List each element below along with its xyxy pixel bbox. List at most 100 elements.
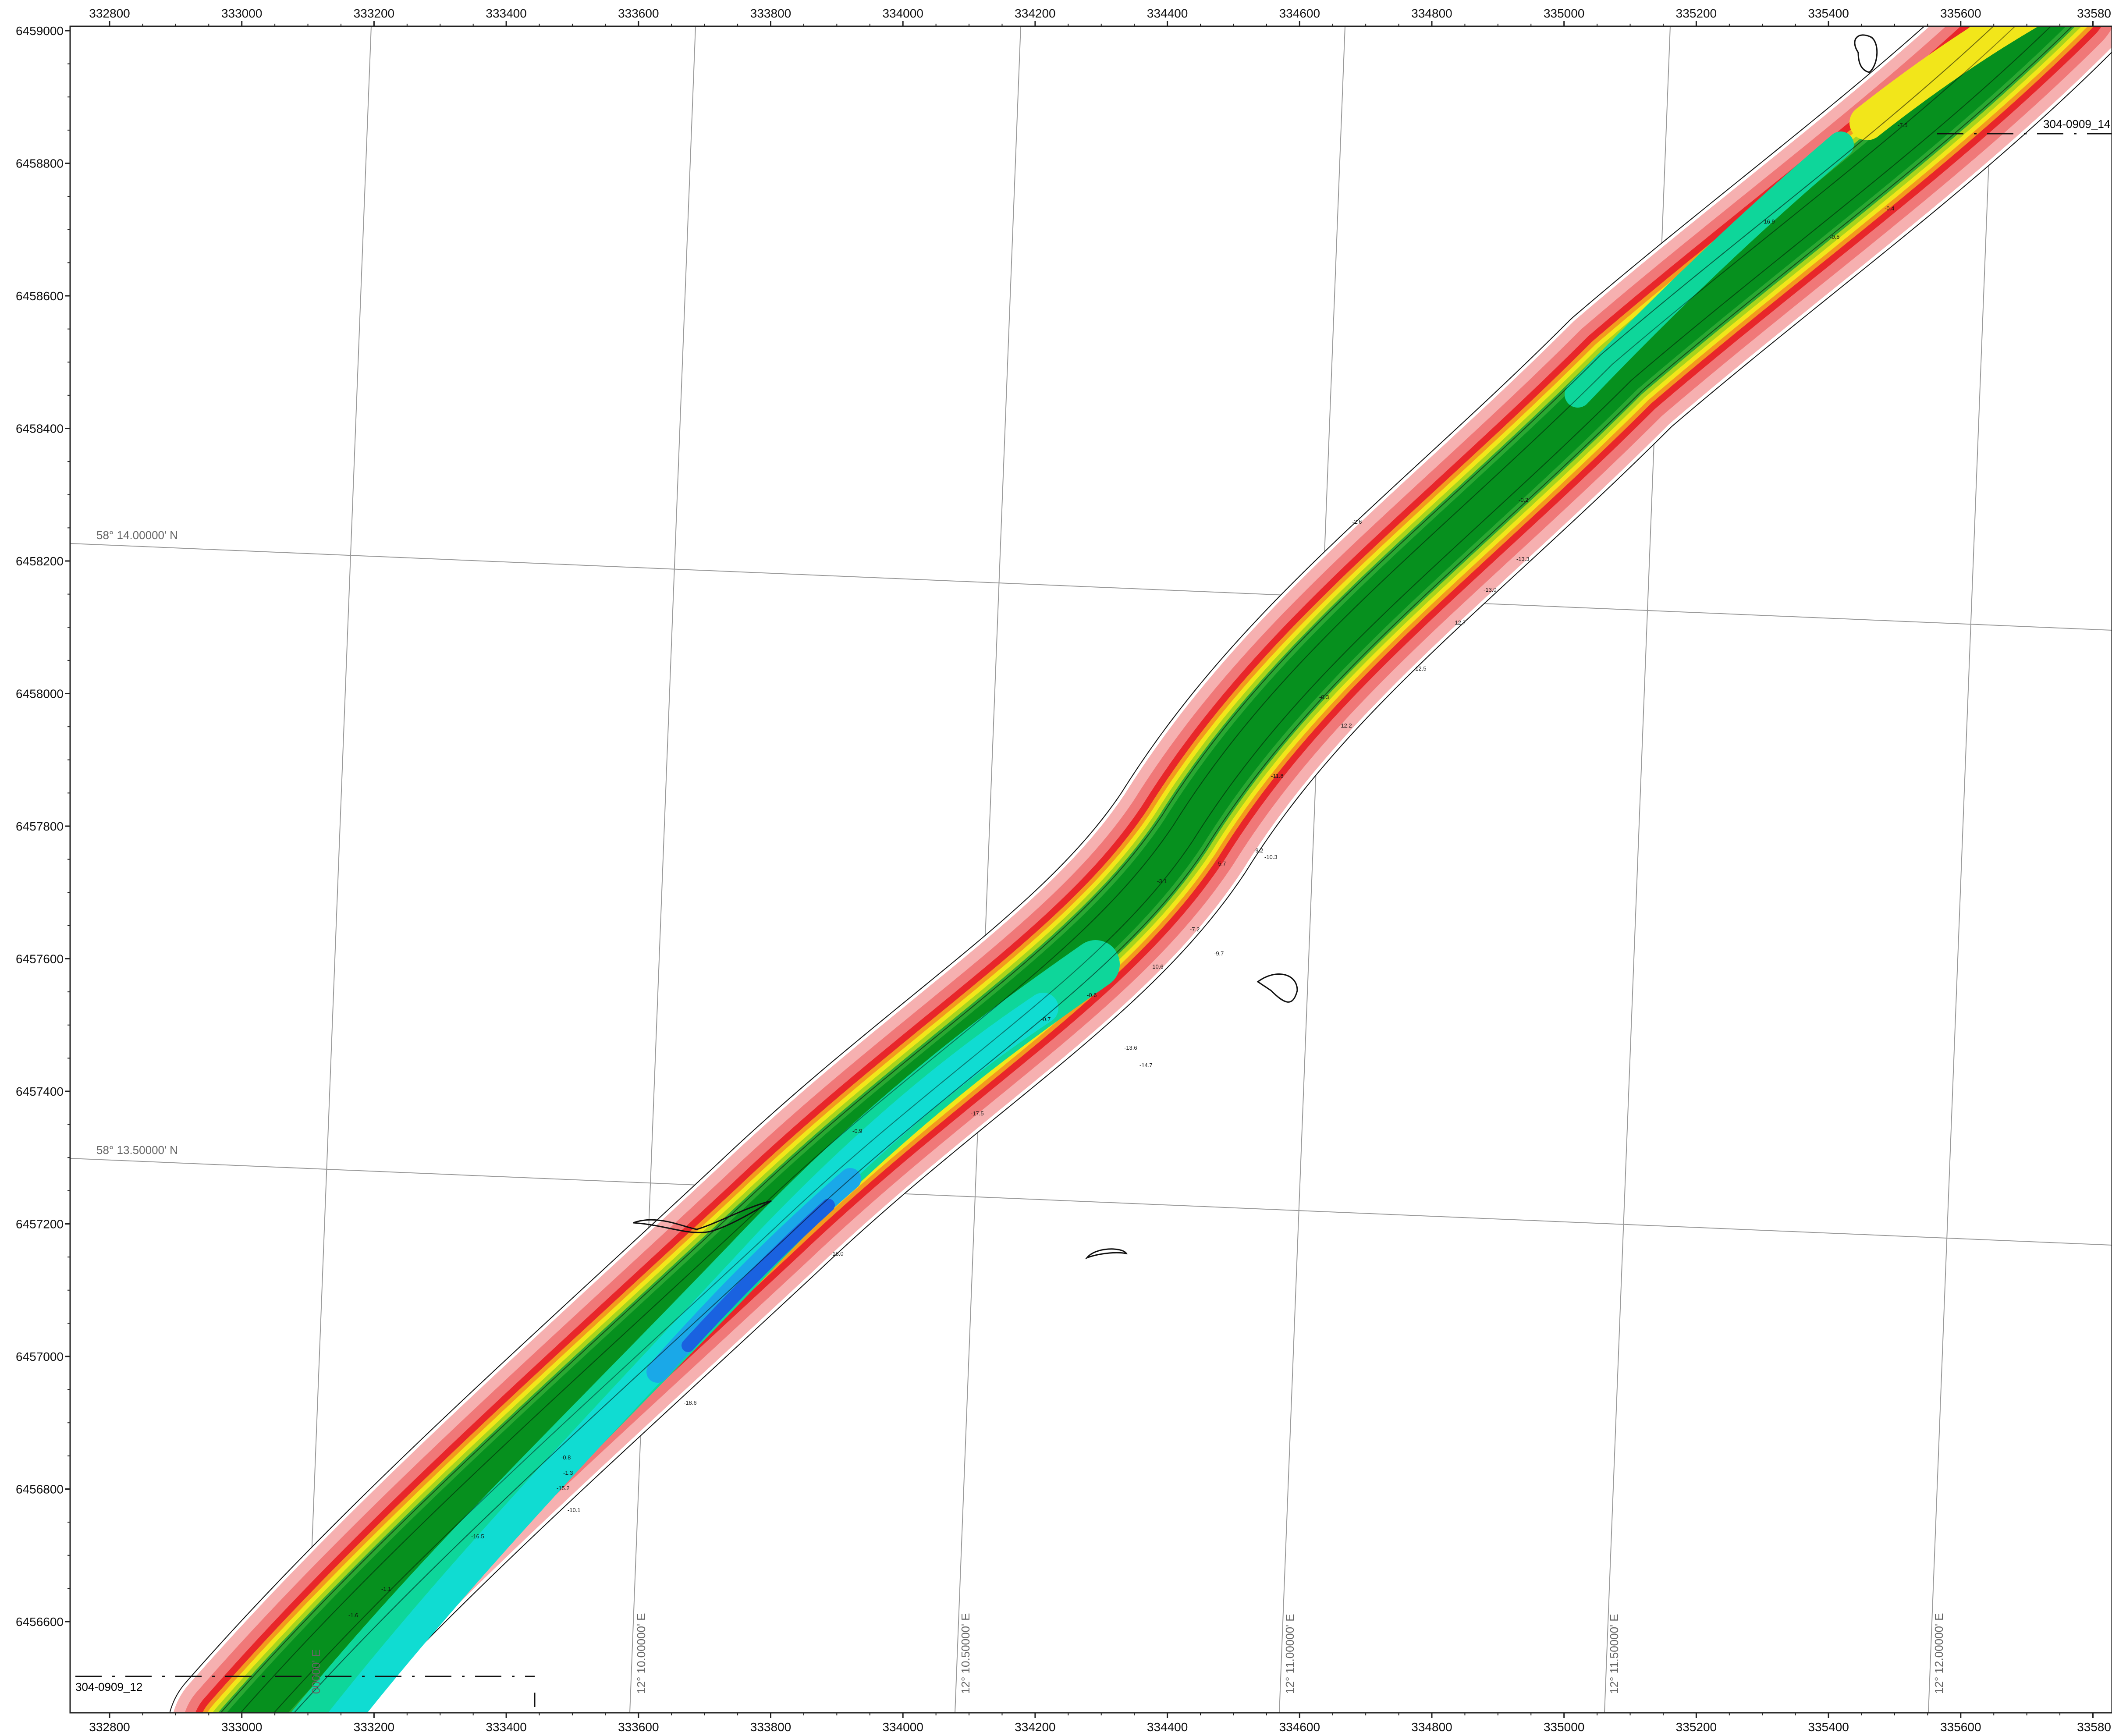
x-tick-label: 334200	[1015, 1720, 1055, 1734]
depth-label: -15.2	[557, 1485, 570, 1491]
depth-label: -0.4	[1885, 205, 1894, 212]
x-tick-label: 335400	[1808, 1720, 1849, 1734]
shoreline-outlines	[633, 34, 1878, 1260]
y-tick-label: 6458400	[16, 422, 64, 436]
x-tick-label: 335600	[1940, 7, 1981, 20]
x-tick-label: 334800	[1411, 7, 1452, 20]
x-tick-label: 335400	[1808, 7, 1849, 20]
contour-line	[293, 26, 2073, 1713]
depth-label: -0.5	[1830, 234, 1839, 240]
lon-label-11-0: 12° 11.00000' E	[1283, 1614, 1296, 1694]
x-tick-label: 33580	[2077, 1720, 2111, 1734]
depth-band-yellow-north	[1849, 26, 2038, 140]
depth-label: -13.3	[1516, 556, 1530, 562]
depth-label: -0.7	[1041, 1016, 1051, 1022]
x-tick-label: 333000	[221, 1720, 262, 1734]
contour-line	[240, 26, 2016, 1713]
y-tick-label: 6458800	[16, 157, 64, 170]
depth-label: -9.7	[1214, 950, 1224, 957]
x-tick-label: 334800	[1411, 1720, 1452, 1734]
y-tick-label: 6458200	[16, 554, 64, 568]
depth-label: -0.6	[1087, 992, 1097, 998]
depth-label: -0.8	[561, 1454, 571, 1461]
x-tick-label: 333000	[221, 7, 262, 20]
x-axis-top: 332800 333000 333200 333400 333600 333800 3340…	[89, 7, 2111, 26]
x-tick-label: 335600	[1940, 1720, 1981, 1734]
depth-label: -18.6	[684, 1399, 697, 1406]
x-tick-label: 334600	[1279, 7, 1320, 20]
depth-label: -7.2	[1190, 926, 1200, 933]
x-tick-label: 332800	[89, 1720, 130, 1734]
lat-label-13-5: 58° 13.50000' N	[96, 1143, 178, 1157]
depth-label: -11.8	[1271, 773, 1284, 779]
depth-label: -13.6	[1124, 1044, 1137, 1051]
depth-bands	[169, 26, 2112, 1713]
depth-label: -13.0	[1484, 586, 1497, 593]
depth-label: -0.3	[1319, 694, 1329, 700]
x-tick-label: 333600	[618, 1720, 659, 1734]
depth-label: -12.2	[1339, 722, 1352, 729]
map-frame	[69, 25, 2112, 1714]
depth-label: -16.5	[471, 1533, 484, 1540]
x-tick-label: 332800	[89, 7, 130, 20]
x-tick-label: 334400	[1147, 1720, 1188, 1734]
x-tick-label: 333800	[750, 7, 791, 20]
y-tick-label: 6457000	[16, 1350, 64, 1363]
island-outline	[1085, 1248, 1128, 1260]
depth-label: -16.9	[1762, 218, 1775, 225]
depth-label: -1.3	[563, 1470, 573, 1476]
depth-label: -18.0	[831, 1250, 844, 1257]
depth-label: -3.1	[1157, 878, 1167, 884]
depth-label: -5.7	[1216, 860, 1226, 867]
depth-label: -2.6	[1352, 518, 1362, 525]
lon-label-12-0: 12° 12.00000' E	[1932, 1613, 1945, 1694]
x-tick-label: 334600	[1279, 1720, 1320, 1734]
channel-label-right: 304-0909_14	[2043, 117, 2110, 131]
y-tick-label: 6457200	[16, 1218, 64, 1231]
x-tick-label: 333200	[354, 7, 394, 20]
depth-label: -7.5	[1898, 122, 1907, 128]
x-tick-label: 333400	[486, 1720, 526, 1734]
x-tick-label: 333200	[354, 1720, 394, 1734]
lon-label-11-5: 12° 11.50000' E	[1608, 1614, 1621, 1694]
y-tick-label: 6456800	[16, 1483, 64, 1496]
lon-label-clipped: 00000' E	[309, 1649, 323, 1694]
depth-label: -0.2	[1519, 497, 1528, 503]
x-tick-label: 334400	[1147, 7, 1188, 20]
x-tick-label: 334000	[882, 7, 923, 20]
channel-label-left: 304-0909_12	[75, 1680, 142, 1693]
y-tick-label: 6458600	[16, 289, 64, 303]
shoreline-west-inlet	[633, 1200, 772, 1233]
x-tick-label: 333400	[486, 7, 526, 20]
shoreline-east-cove	[1257, 973, 1298, 1003]
x-axis-bottom: 332800 333000 333200 333400 333600 333800 3340…	[89, 1713, 2111, 1734]
x-tick-label: 335200	[1676, 7, 1717, 20]
lon-label-10-0: 12° 10.00000' E	[635, 1613, 648, 1694]
lon-label-10-5: 12° 10.50000' E	[959, 1613, 972, 1694]
depth-label: -12.7	[1453, 619, 1466, 626]
depth-label: -10.1	[568, 1507, 581, 1513]
depth-label: -1.6	[348, 1612, 358, 1619]
depth-label: -10.6	[1150, 963, 1164, 970]
x-tick-label: 334000	[882, 1720, 923, 1734]
x-tick-label: 334200	[1015, 7, 1055, 20]
depth-band-blue	[682, 1199, 835, 1352]
x-tick-label: 33580	[2077, 7, 2111, 20]
depth-label: -10.3	[1264, 854, 1278, 860]
depth-label: -17.5	[971, 1110, 984, 1117]
depth-label: -14.7	[1139, 1062, 1153, 1069]
lat-label-14: 58° 14.00000' N	[96, 529, 178, 542]
depth-labels: -0.9 -0.7 -0.8 -0.6 -1.1 -1.3 -1.6 -2.6 …	[348, 122, 1907, 1619]
x-tick-label: 333600	[618, 7, 659, 20]
y-tick-label: 6457600	[16, 952, 64, 966]
depth-band-dark-green	[227, 26, 2066, 1713]
x-tick-label: 333800	[750, 1720, 791, 1734]
y-tick-label: 6456600	[16, 1615, 64, 1629]
depth-label: -9.2	[1253, 847, 1263, 854]
channel-lines	[75, 133, 2112, 1707]
y-axis-left: 6459000 6458800 6458600 6458400 6458200 64580…	[16, 24, 70, 1629]
depth-band-cyan-green-north	[1565, 131, 1854, 408]
depth-label: -12.5	[1413, 665, 1427, 672]
